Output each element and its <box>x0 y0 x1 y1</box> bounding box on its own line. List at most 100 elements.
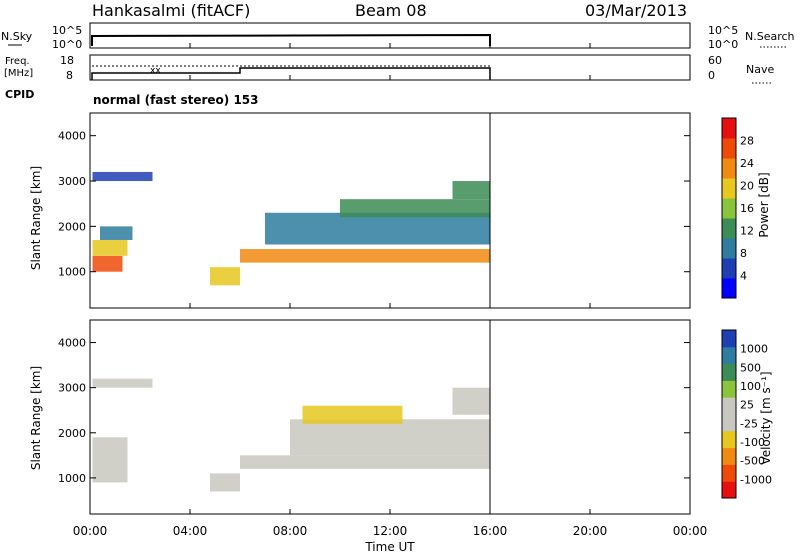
nsky-tick-bottom: 10^0 <box>52 38 82 51</box>
power-colorbar: Power [dB] 28 24 20 16 12 8 4 <box>721 117 771 299</box>
freq-tick-bottom: 8 <box>66 69 73 82</box>
y-tick-label: 1000 <box>58 472 86 485</box>
data-region-5 <box>240 249 490 263</box>
data-region-8 <box>452 181 490 200</box>
colorbar-swatch <box>722 330 736 348</box>
nsky-tick-top: 10^5 <box>52 24 82 37</box>
colorbar-tick-label: 16 <box>740 202 754 215</box>
data-region-4 <box>290 419 490 456</box>
cpid-label: CPID <box>5 88 34 101</box>
colorbar-swatch <box>722 238 736 259</box>
colorbar-swatch <box>722 158 736 179</box>
power-panel: 1000 2000 3000 4000 Slant Range [km] <box>29 112 691 309</box>
nsky-panel: N.Sky 10^5 10^0 10^5 10^0 N.Search <box>1 22 795 51</box>
cpid-text: normal (fast stereo) 153 <box>93 93 259 107</box>
date-title: 03/Mar/2013 <box>585 1 687 20</box>
colorbar-swatch <box>722 218 736 239</box>
y-tick-label: 4000 <box>58 130 86 143</box>
velocity-panel: 1000 2000 3000 4000 Slant Range [km] <box>29 319 691 515</box>
freq-unit-label: [MHz] <box>4 68 33 79</box>
x-tick-label: 16:00 <box>473 524 508 538</box>
radar-title: Hankasalmi (fitACF) <box>92 1 250 20</box>
data-region-2 <box>210 473 240 492</box>
colorbar-swatch <box>722 138 736 159</box>
colorbar-tick-label: 24 <box>740 157 754 170</box>
colorbar-tick-label: 500 <box>740 361 761 374</box>
colorbar-swatch <box>722 414 736 432</box>
data-region-3 <box>92 171 153 182</box>
nsearch-label: N.Search <box>745 30 795 43</box>
colorbar-swatch <box>722 258 736 279</box>
nave-tick-top: 60 <box>708 54 722 67</box>
data-region-7 <box>340 199 490 218</box>
data-region-4 <box>210 267 240 286</box>
nsearch-tick-bottom: 10^0 <box>708 38 738 51</box>
colorbar-tick-label: 1000 <box>740 343 768 356</box>
colorbar-swatch <box>722 363 736 381</box>
colorbar-tick-label: -100 <box>740 436 765 449</box>
colorbar-tick-label: -25 <box>740 417 758 430</box>
nsky-trace <box>91 33 491 46</box>
colorbar-tick-label: 4 <box>740 270 747 283</box>
velocity-y-axis: 1000 2000 3000 4000 <box>58 337 690 485</box>
colorbar-tick-label: 20 <box>740 180 754 193</box>
freq-tick-top: 18 <box>60 54 74 67</box>
y-tick-label: 1000 <box>58 266 86 279</box>
colorbar-swatch <box>722 346 736 365</box>
y-tick-label: 2000 <box>58 427 86 440</box>
colorbar-frame <box>721 117 737 299</box>
power-data <box>92 113 491 308</box>
velocity-colorbar: Velocity [m s⁻¹] 1000 500 100 25 -25 -100 -500… <box>721 329 773 499</box>
colorbar-swatch <box>722 278 736 299</box>
colorbar-swatch <box>722 397 736 415</box>
velocity-data <box>92 320 491 514</box>
data-region-6 <box>452 387 490 415</box>
colorbar-tick-label: 25 <box>740 399 754 412</box>
colorbar-tick-label: 12 <box>740 225 754 238</box>
colorbar-swatch <box>722 198 736 219</box>
y-tick-label: 2000 <box>58 220 86 233</box>
y-tick-label: 4000 <box>58 337 86 350</box>
colorbar-swatch <box>722 481 736 499</box>
colorbar-swatch <box>722 118 736 139</box>
data-region-2 <box>100 226 133 240</box>
nave-tick-bottom: 0 <box>708 69 715 82</box>
freq-cross-marks: xx <box>150 66 161 76</box>
velocity-y-label: Slant Range [km] <box>29 366 43 470</box>
x-tick-label: 00:00 <box>673 524 708 538</box>
colorbar-swatch <box>722 464 736 482</box>
power-colorbar-label: Power [dB] <box>757 172 771 237</box>
data-region-5 <box>302 405 403 424</box>
x-tick-label: 04:00 <box>173 524 208 538</box>
freq-trace <box>91 67 491 80</box>
x-tick-label: 20:00 <box>573 524 608 538</box>
nsky-label: N.Sky <box>1 30 33 43</box>
colorbar-frame <box>721 329 737 499</box>
colorbar-swatch <box>722 380 736 398</box>
colorbar-tick-label: 28 <box>740 135 754 148</box>
data-region-3 <box>240 455 490 469</box>
data-region-0 <box>92 255 123 272</box>
freq-panel: Freq. [MHz] 18 8 60 0 Nave xx CPID norma… <box>4 54 774 107</box>
data-region-1 <box>92 378 153 388</box>
colorbar-swatch <box>722 178 736 199</box>
x-tick-label: 12:00 <box>373 524 408 538</box>
power-y-label: Slant Range [km] <box>29 166 43 270</box>
data-region-0 <box>92 437 128 483</box>
colorbar-swatch <box>722 430 736 449</box>
x-tick-label: 08:00 <box>273 524 308 538</box>
x-tick-label: 00:00 <box>73 524 108 538</box>
data-region-6 <box>265 212 490 245</box>
nsearch-tick-top: 10^5 <box>708 24 738 37</box>
colorbar-tick-label: 100 <box>740 380 761 393</box>
data-region-1 <box>92 239 128 256</box>
y-tick-label: 3000 <box>58 382 86 395</box>
colorbar-tick-label: 8 <box>740 247 747 260</box>
power-y-axis: 1000 2000 3000 4000 <box>58 130 690 279</box>
velocity-colorbar-label: Velocity [m s⁻¹] <box>759 371 773 464</box>
colorbar-swatch <box>722 447 736 465</box>
x-axis: 00:00 04:00 08:00 12:00 16:00 20:00 00:00 <box>73 43 708 538</box>
x-axis-label: Time UT <box>364 540 415 554</box>
